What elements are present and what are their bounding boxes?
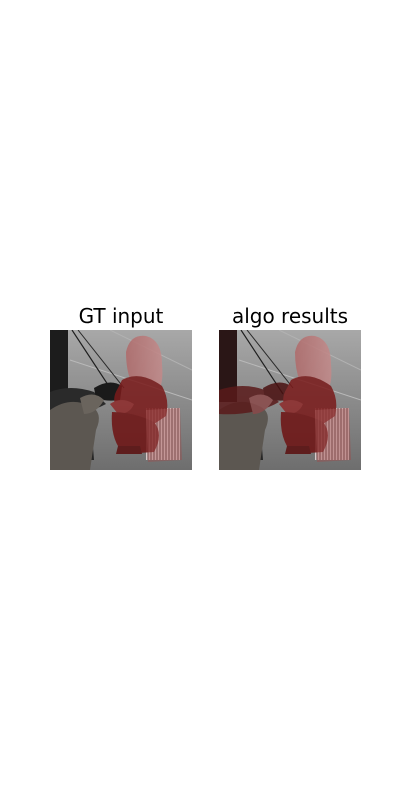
person-mask <box>219 335 351 462</box>
person-mask <box>110 335 182 462</box>
gt-input-image <box>50 330 192 470</box>
gt-input-title: GT input <box>78 304 164 328</box>
gt-input-panel: GT input <box>50 302 192 470</box>
algo-results-image <box>219 330 361 470</box>
algo-results-panel: algo results <box>219 302 361 470</box>
algo-results-title: algo results <box>231 304 349 328</box>
